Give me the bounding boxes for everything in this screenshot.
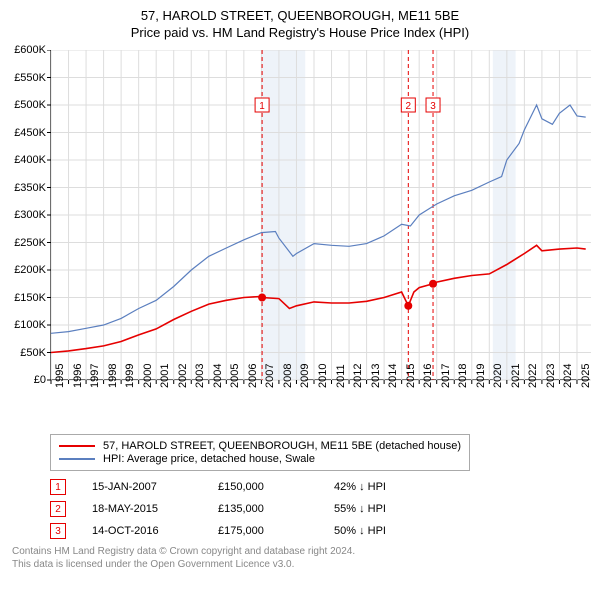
x-tick-label: 2012: [352, 364, 364, 388]
transaction-row: 2 18-MAY-2015 £135,000 55% ↓ HPI: [50, 501, 594, 517]
svg-text:1: 1: [259, 101, 265, 112]
transaction-delta: 50% ↓ HPI: [334, 525, 386, 537]
legend-item: 57, HAROLD STREET, QUEENBOROUGH, ME11 5B…: [59, 440, 461, 452]
transaction-price: £175,000: [218, 525, 308, 537]
legend-label: 57, HAROLD STREET, QUEENBOROUGH, ME11 5B…: [103, 440, 461, 452]
x-tick-label: 2018: [457, 364, 469, 388]
x-tick-label: 2015: [405, 364, 417, 388]
legend: 57, HAROLD STREET, QUEENBOROUGH, ME11 5B…: [50, 434, 470, 471]
x-tick-label: 2001: [159, 364, 171, 388]
y-tick-label: £150K: [6, 292, 46, 304]
y-tick-label: £200K: [6, 264, 46, 276]
x-tick-label: 2010: [317, 364, 329, 388]
transaction-row: 1 15-JAN-2007 £150,000 42% ↓ HPI: [50, 479, 594, 495]
y-tick-label: £350K: [6, 182, 46, 194]
x-tick-label: 2020: [492, 364, 504, 388]
transaction-price: £135,000: [218, 503, 308, 515]
x-tick-label: 1996: [72, 364, 84, 388]
transaction-delta: 55% ↓ HPI: [334, 503, 386, 515]
y-tick-label: £250K: [6, 237, 46, 249]
y-tick-label: £400K: [6, 154, 46, 166]
y-tick-label: £300K: [6, 209, 46, 221]
x-tick-label: 1998: [107, 364, 119, 388]
y-tick-label: £0: [6, 374, 46, 386]
chart-title: 57, HAROLD STREET, QUEENBOROUGH, ME11 5B…: [6, 8, 594, 23]
x-tick-label: 2002: [177, 364, 189, 388]
legend-swatch: [59, 458, 95, 460]
x-tick-label: 2000: [142, 364, 154, 388]
transaction-row: 3 14-OCT-2016 £175,000 50% ↓ HPI: [50, 523, 594, 539]
transaction-marker: 1: [50, 479, 66, 495]
transaction-marker: 2: [50, 501, 66, 517]
x-tick-label: 2014: [387, 364, 399, 388]
x-tick-label: 2004: [212, 364, 224, 388]
footer-line2: This data is licensed under the Open Gov…: [12, 558, 594, 571]
transaction-price: £150,000: [218, 481, 308, 493]
y-tick-label: £500K: [6, 99, 46, 111]
x-tick-label: 2022: [527, 364, 539, 388]
chart-area: 1 2 3 £0 £50K £100K £150K £200K £250K £300K £350K…: [6, 46, 594, 426]
x-tick-label: 2007: [264, 364, 276, 388]
y-tick-label: £100K: [6, 319, 46, 331]
x-tick-label: 2013: [370, 364, 382, 388]
x-tick-label: 2011: [335, 364, 347, 388]
svg-text:2: 2: [406, 101, 412, 112]
x-tick-label: 1997: [89, 364, 101, 388]
transaction-marker: 3: [50, 523, 66, 539]
x-tick-label: 2025: [580, 364, 592, 388]
x-tick-label: 1995: [54, 364, 66, 388]
x-tick-label: 1999: [124, 364, 136, 388]
x-tick-label: 2024: [562, 364, 574, 388]
y-tick-label: £600K: [6, 44, 46, 56]
transaction-delta: 42% ↓ HPI: [334, 481, 386, 493]
y-tick-label: £50K: [6, 347, 46, 359]
x-tick-label: 2016: [422, 364, 434, 388]
x-tick-label: 2005: [229, 364, 241, 388]
x-tick-label: 2003: [194, 364, 206, 388]
y-tick-label: £450K: [6, 127, 46, 139]
x-tick-label: 2023: [545, 364, 557, 388]
plot: 1 2 3: [50, 50, 590, 380]
legend-swatch: [59, 445, 95, 447]
transaction-date: 15-JAN-2007: [92, 481, 192, 493]
x-tick-label: 2021: [510, 364, 522, 388]
chart-subtitle: Price paid vs. HM Land Registry's House …: [6, 25, 594, 40]
footer: Contains HM Land Registry data © Crown c…: [12, 545, 594, 571]
legend-label: HPI: Average price, detached house, Swal…: [103, 453, 315, 465]
svg-text:3: 3: [430, 101, 436, 112]
x-tick-label: 2009: [299, 364, 311, 388]
x-tick-label: 2017: [440, 364, 452, 388]
transaction-date: 18-MAY-2015: [92, 503, 192, 515]
x-tick-label: 2006: [247, 364, 259, 388]
y-tick-label: £550K: [6, 72, 46, 84]
x-tick-label: 2019: [475, 364, 487, 388]
transaction-date: 14-OCT-2016: [92, 525, 192, 537]
footer-line1: Contains HM Land Registry data © Crown c…: [12, 545, 594, 558]
x-tick-label: 2008: [282, 364, 294, 388]
transaction-table: 1 15-JAN-2007 £150,000 42% ↓ HPI 2 18-MAY-201…: [50, 479, 594, 539]
legend-item: HPI: Average price, detached house, Swal…: [59, 453, 461, 465]
